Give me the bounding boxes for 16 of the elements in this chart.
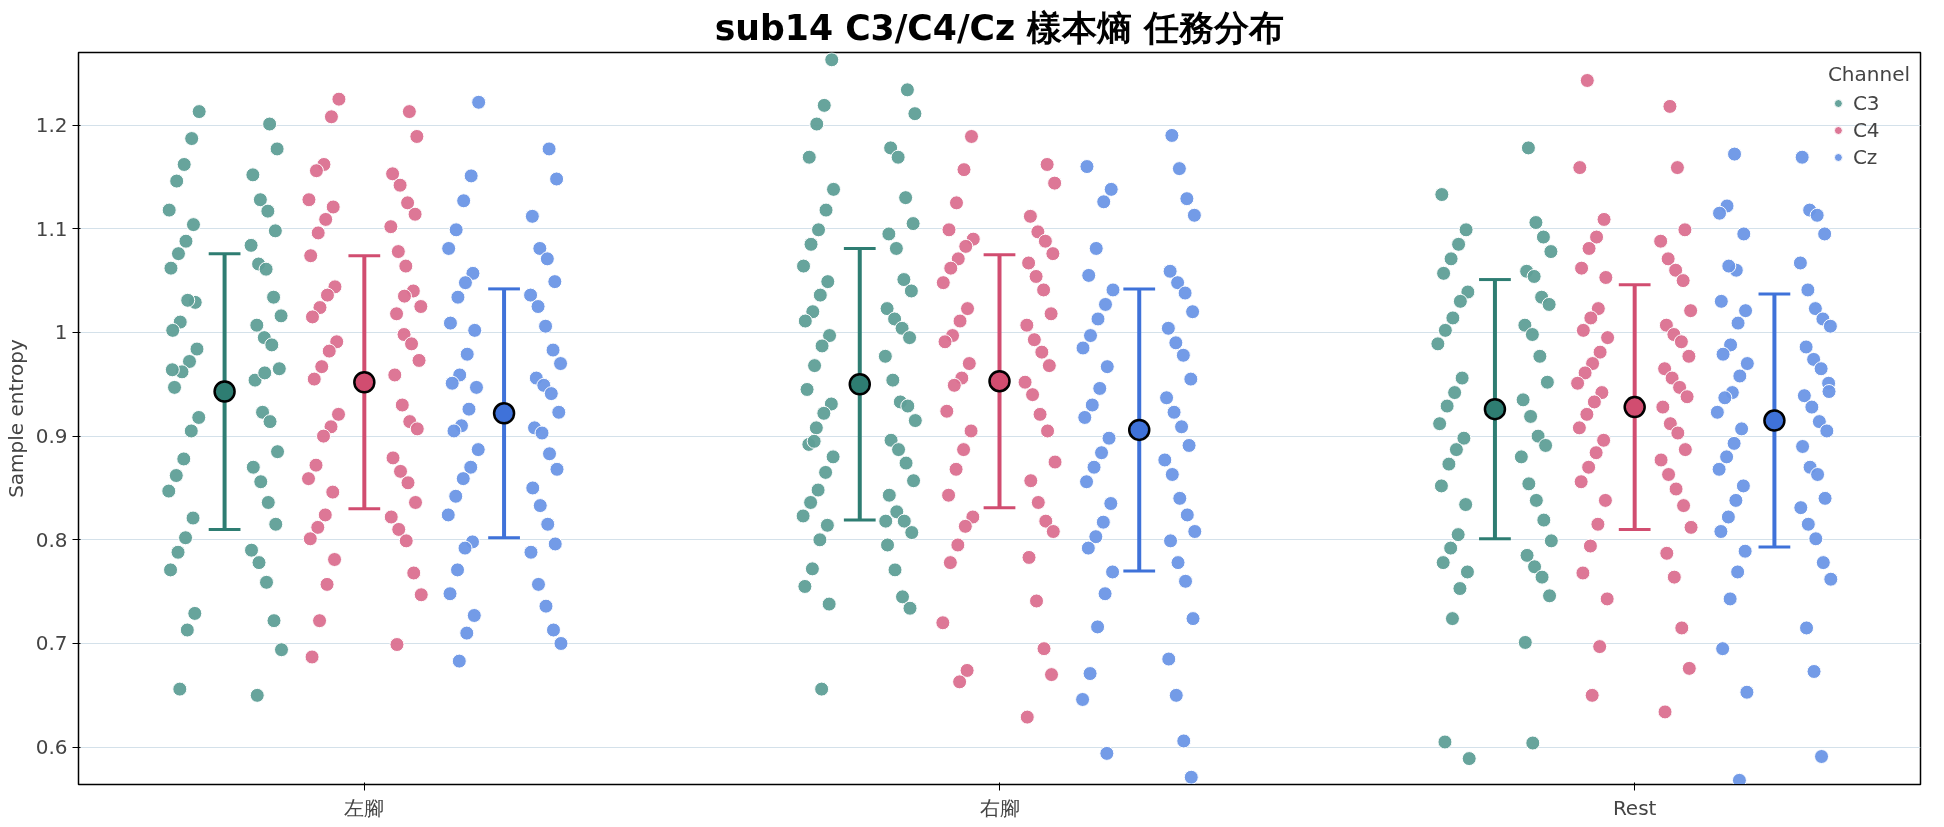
chart-title: sub14 C3/C4/Cz 樣本熵 任務分布 xyxy=(714,7,1285,48)
y-tick-label: 1.2 xyxy=(35,113,68,138)
legend-label: Cz xyxy=(1852,145,1878,169)
y-tick-label: 0.9 xyxy=(35,424,68,449)
y-tick-label: 0.8 xyxy=(35,527,68,552)
y-tick-label: 1 xyxy=(54,320,68,345)
y-tick-label: 1.1 xyxy=(35,216,68,241)
x-tick-label: 右腳 xyxy=(979,795,1020,820)
y-axis-title: Sample entropy xyxy=(3,338,28,498)
x-tick-label: Rest xyxy=(1612,795,1657,820)
legend-label: C4 xyxy=(1852,118,1880,142)
y-tick-label: 0.6 xyxy=(35,735,68,760)
y-tick-label: 0.7 xyxy=(35,631,68,656)
legend-title: Channel xyxy=(1827,62,1910,86)
x-tick-label: 左腳 xyxy=(344,795,385,820)
legend-label: C3 xyxy=(1852,91,1880,115)
